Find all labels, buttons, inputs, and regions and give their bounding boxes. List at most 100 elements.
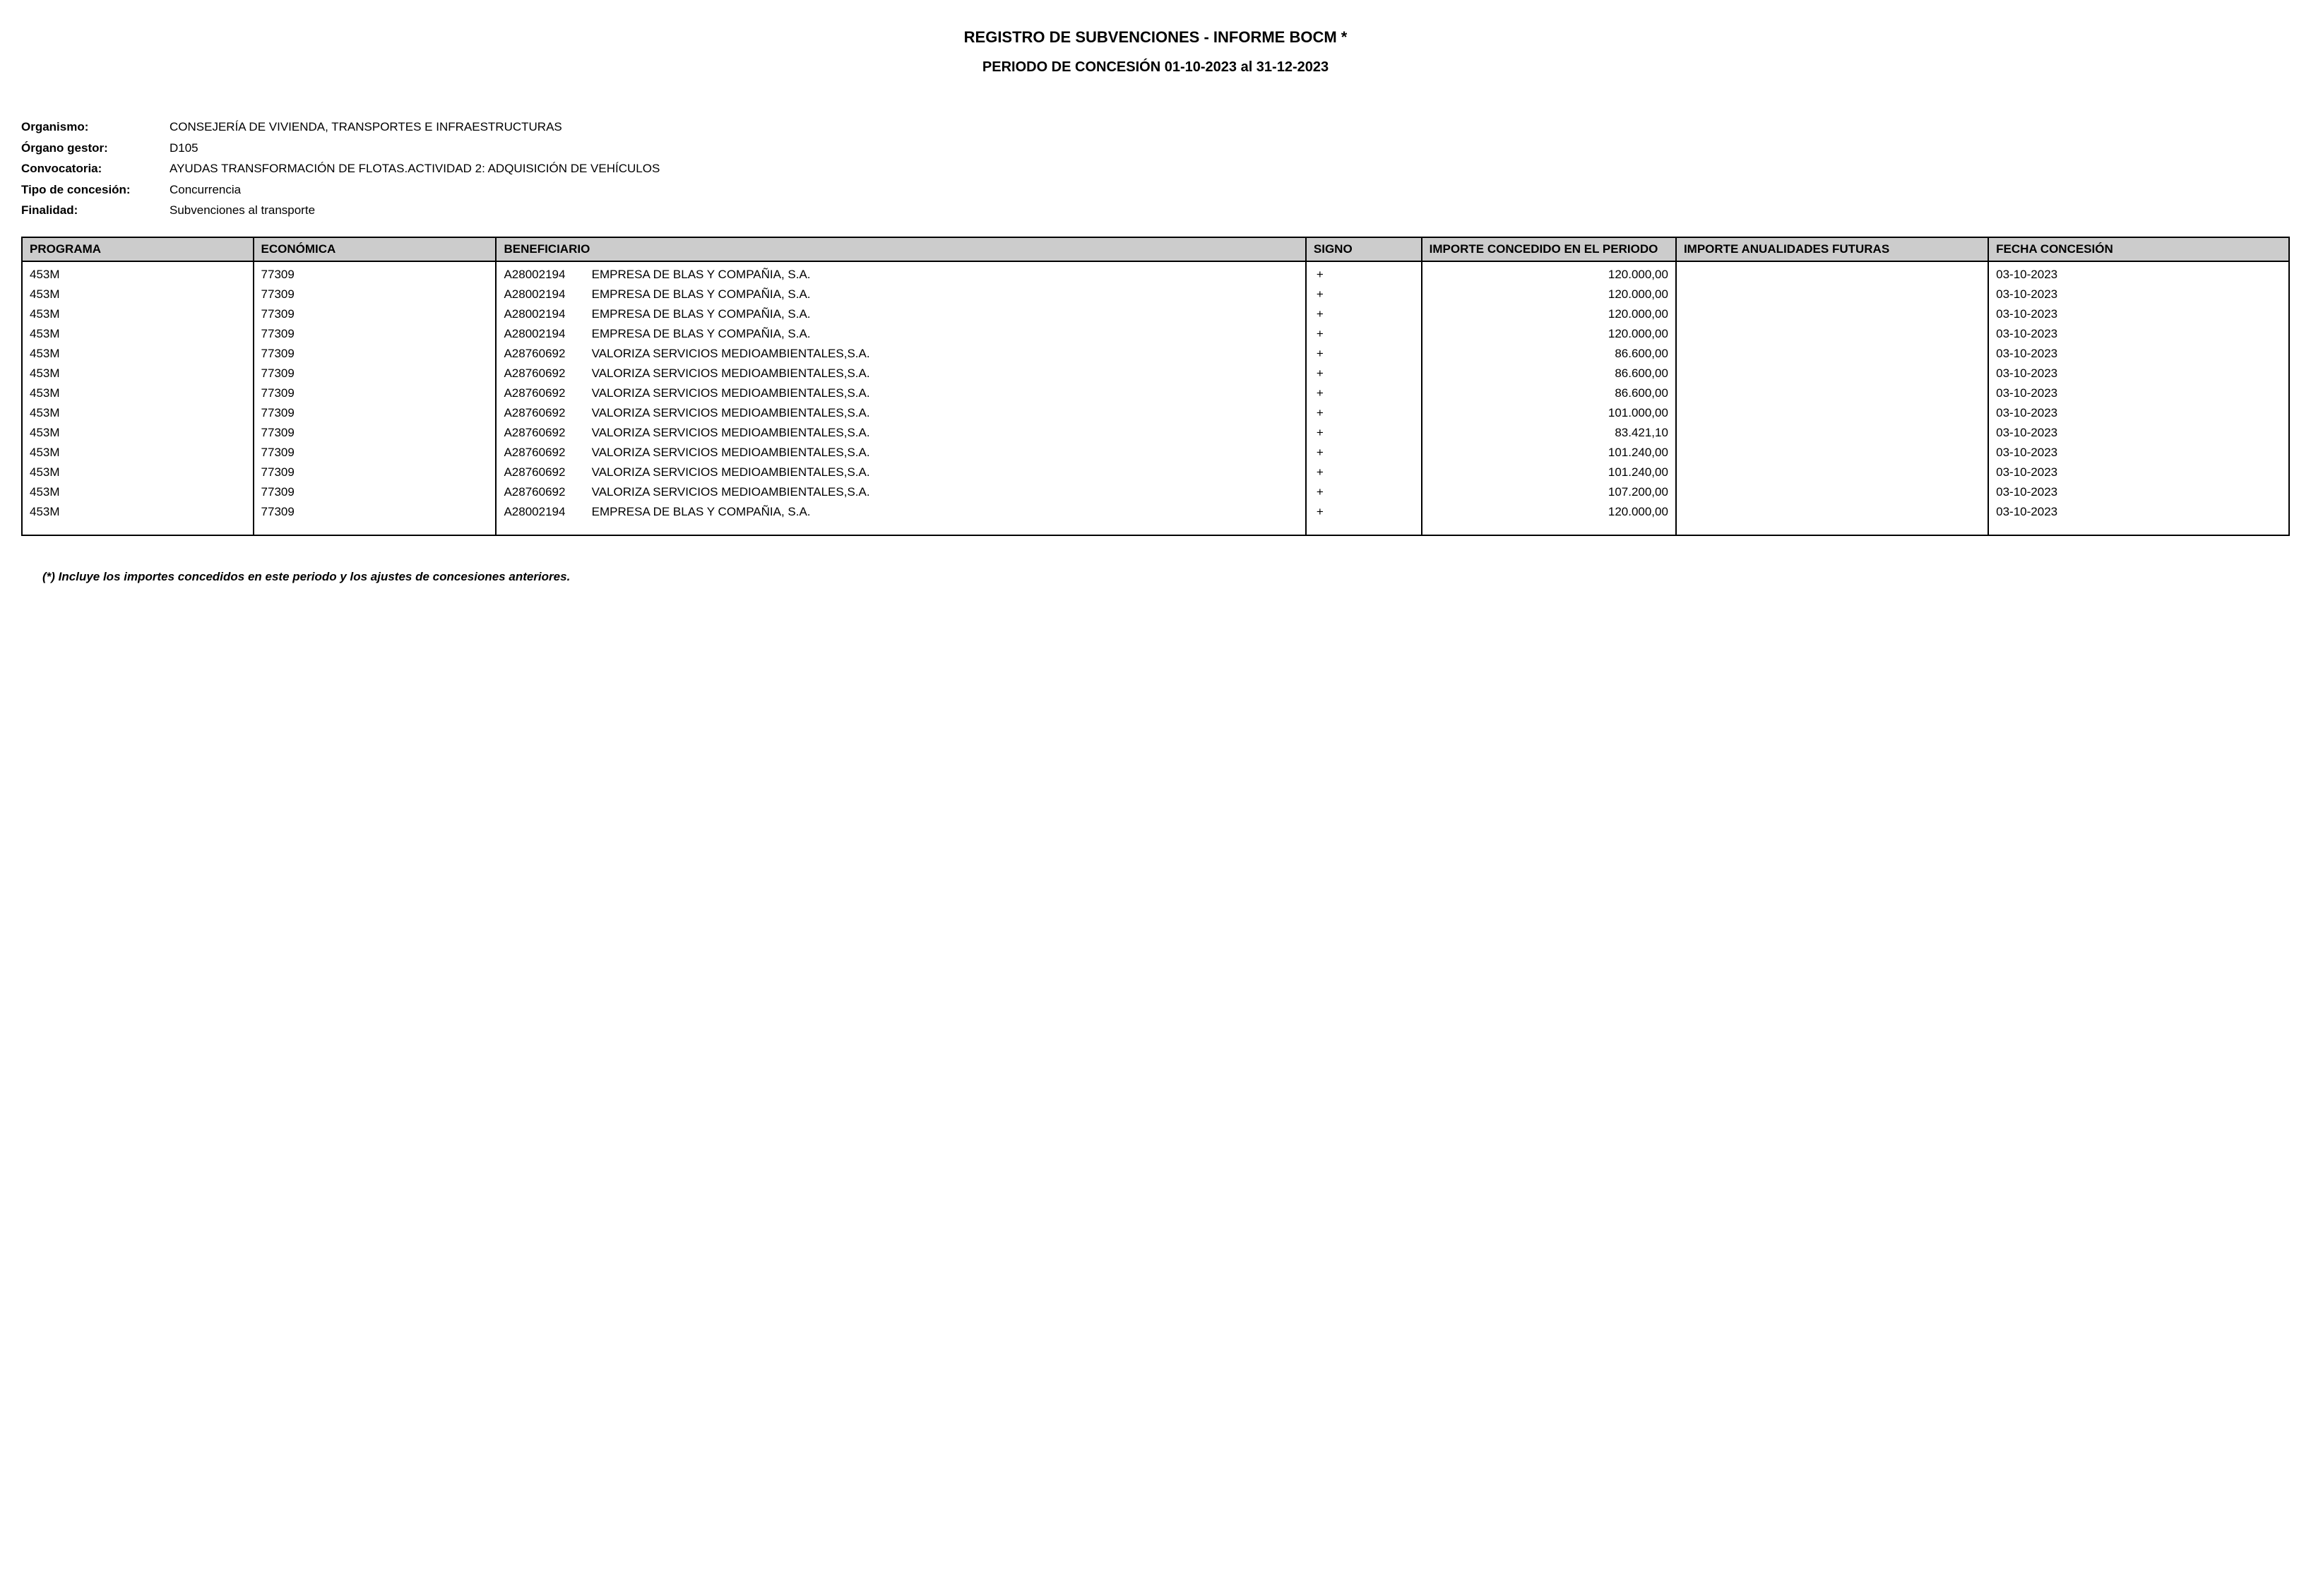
beneficiary-code: A28760692 <box>504 465 581 480</box>
beneficiary-name: EMPRESA DE BLAS Y COMPAÑIA, S.A. <box>588 307 811 321</box>
table-row: 453M77309A28002194 EMPRESA DE BLAS Y COM… <box>22 261 2289 285</box>
beneficiary-code: A28002194 <box>504 268 581 282</box>
cell-importe-periodo: 120.000,00 <box>1422 285 1676 304</box>
beneficiary-name: VALORIZA SERVICIOS MEDIOAMBIENTALES,S.A. <box>588 367 870 380</box>
cell-economica: 77309 <box>254 364 497 383</box>
cell-importe-futuras <box>1676 443 1988 463</box>
cell-signo: + <box>1306 383 1422 403</box>
beneficiary-name: VALORIZA SERVICIOS MEDIOAMBIENTALES,S.A. <box>588 347 870 360</box>
cell-beneficiario: A28002194 EMPRESA DE BLAS Y COMPAÑIA, S.… <box>496 304 1305 324</box>
col-beneficiario: BENEFICIARIO <box>496 237 1305 261</box>
meta-label: Organismo: <box>21 118 170 136</box>
cell-beneficiario: A28760692 VALORIZA SERVICIOS MEDIOAMBIEN… <box>496 443 1305 463</box>
table-header-row: PROGRAMA ECONÓMICA BENEFICIARIO SIGNO IM… <box>22 237 2289 261</box>
table-row: 453M77309A28760692 VALORIZA SERVICIOS ME… <box>22 443 2289 463</box>
cell-signo: + <box>1306 304 1422 324</box>
cell-economica: 77309 <box>254 482 497 502</box>
cell-economica: 77309 <box>254 502 497 535</box>
beneficiary-name: VALORIZA SERVICIOS MEDIOAMBIENTALES,S.A. <box>588 485 870 499</box>
cell-fecha: 03-10-2023 <box>1988 304 2289 324</box>
meta-block: Organismo:CONSEJERÍA DE VIVIENDA, TRANSP… <box>21 118 2290 220</box>
cell-beneficiario: A28002194 EMPRESA DE BLAS Y COMPAÑIA, S.… <box>496 261 1305 285</box>
cell-importe-futuras <box>1676 261 1988 285</box>
cell-importe-futuras <box>1676 383 1988 403</box>
cell-programa: 453M <box>22 482 254 502</box>
cell-importe-periodo: 101.240,00 <box>1422 463 1676 482</box>
cell-importe-periodo: 86.600,00 <box>1422 364 1676 383</box>
meta-label: Finalidad: <box>21 201 170 220</box>
grants-table: PROGRAMA ECONÓMICA BENEFICIARIO SIGNO IM… <box>21 237 2290 536</box>
cell-fecha: 03-10-2023 <box>1988 344 2289 364</box>
col-programa: PROGRAMA <box>22 237 254 261</box>
col-fecha-concesion: FECHA CONCESIÓN <box>1988 237 2289 261</box>
cell-beneficiario: A28760692 VALORIZA SERVICIOS MEDIOAMBIEN… <box>496 364 1305 383</box>
cell-importe-periodo: 101.000,00 <box>1422 403 1676 423</box>
cell-beneficiario: A28760692 VALORIZA SERVICIOS MEDIOAMBIEN… <box>496 482 1305 502</box>
cell-economica: 77309 <box>254 383 497 403</box>
table-row: 453M77309A28760692 VALORIZA SERVICIOS ME… <box>22 463 2289 482</box>
cell-signo: + <box>1306 364 1422 383</box>
cell-beneficiario: A28002194 EMPRESA DE BLAS Y COMPAÑIA, S.… <box>496 502 1305 535</box>
meta-row: Órgano gestor:D105 <box>21 139 2290 157</box>
beneficiary-name: VALORIZA SERVICIOS MEDIOAMBIENTALES,S.A. <box>588 426 870 439</box>
cell-economica: 77309 <box>254 324 497 344</box>
meta-label: Órgano gestor: <box>21 139 170 157</box>
cell-programa: 453M <box>22 502 254 535</box>
cell-fecha: 03-10-2023 <box>1988 285 2289 304</box>
cell-signo: + <box>1306 324 1422 344</box>
cell-economica: 77309 <box>254 285 497 304</box>
col-importe-periodo: IMPORTE CONCEDIDO EN EL PERIODO <box>1422 237 1676 261</box>
beneficiary-code: A28002194 <box>504 287 581 302</box>
cell-programa: 453M <box>22 285 254 304</box>
cell-programa: 453M <box>22 383 254 403</box>
cell-economica: 77309 <box>254 443 497 463</box>
cell-programa: 453M <box>22 364 254 383</box>
beneficiary-code: A28760692 <box>504 446 581 460</box>
beneficiary-code: A28002194 <box>504 505 581 519</box>
cell-importe-futuras <box>1676 502 1988 535</box>
cell-importe-futuras <box>1676 463 1988 482</box>
cell-beneficiario: A28002194 EMPRESA DE BLAS Y COMPAÑIA, S.… <box>496 285 1305 304</box>
meta-value: AYUDAS TRANSFORMACIÓN DE FLOTAS.ACTIVIDA… <box>170 160 2290 178</box>
cell-importe-periodo: 120.000,00 <box>1422 261 1676 285</box>
table-row: 453M77309A28760692 VALORIZA SERVICIOS ME… <box>22 403 2289 423</box>
cell-fecha: 03-10-2023 <box>1988 364 2289 383</box>
meta-value: CONSEJERÍA DE VIVIENDA, TRANSPORTES E IN… <box>170 118 2290 136</box>
cell-programa: 453M <box>22 403 254 423</box>
cell-signo: + <box>1306 443 1422 463</box>
table-row: 453M77309A28760692 VALORIZA SERVICIOS ME… <box>22 344 2289 364</box>
beneficiary-code: A28760692 <box>504 426 581 440</box>
cell-programa: 453M <box>22 443 254 463</box>
cell-beneficiario: A28760692 VALORIZA SERVICIOS MEDIOAMBIEN… <box>496 403 1305 423</box>
beneficiary-code: A28760692 <box>504 386 581 400</box>
cell-importe-futuras <box>1676 364 1988 383</box>
col-importe-futuras: IMPORTE ANUALIDADES FUTURAS <box>1676 237 1988 261</box>
cell-fecha: 03-10-2023 <box>1988 403 2289 423</box>
table-row: 453M77309A28002194 EMPRESA DE BLAS Y COM… <box>22 285 2289 304</box>
cell-importe-periodo: 120.000,00 <box>1422 324 1676 344</box>
beneficiary-code: A28760692 <box>504 367 581 381</box>
beneficiary-code: A28760692 <box>504 406 581 420</box>
cell-signo: + <box>1306 423 1422 443</box>
meta-value: D105 <box>170 139 2290 157</box>
cell-economica: 77309 <box>254 304 497 324</box>
cell-importe-futuras <box>1676 324 1988 344</box>
beneficiary-name: EMPRESA DE BLAS Y COMPAÑIA, S.A. <box>588 327 811 340</box>
cell-importe-periodo: 107.200,00 <box>1422 482 1676 502</box>
cell-importe-futuras <box>1676 482 1988 502</box>
meta-row: Organismo:CONSEJERÍA DE VIVIENDA, TRANSP… <box>21 118 2290 136</box>
table-row: 453M77309A28760692 VALORIZA SERVICIOS ME… <box>22 482 2289 502</box>
report-subtitle: PERIODO DE CONCESIÓN 01-10-2023 al 31-12… <box>21 59 2290 76</box>
cell-signo: + <box>1306 344 1422 364</box>
beneficiary-name: VALORIZA SERVICIOS MEDIOAMBIENTALES,S.A. <box>588 446 870 459</box>
cell-economica: 77309 <box>254 423 497 443</box>
beneficiary-name: EMPRESA DE BLAS Y COMPAÑIA, S.A. <box>588 505 811 518</box>
cell-fecha: 03-10-2023 <box>1988 502 2289 535</box>
beneficiary-name: VALORIZA SERVICIOS MEDIOAMBIENTALES,S.A. <box>588 386 870 400</box>
meta-row: Convocatoria:AYUDAS TRANSFORMACIÓN DE FL… <box>21 160 2290 178</box>
cell-programa: 453M <box>22 261 254 285</box>
cell-fecha: 03-10-2023 <box>1988 463 2289 482</box>
cell-economica: 77309 <box>254 403 497 423</box>
cell-beneficiario: A28760692 VALORIZA SERVICIOS MEDIOAMBIEN… <box>496 423 1305 443</box>
cell-beneficiario: A28760692 VALORIZA SERVICIOS MEDIOAMBIEN… <box>496 463 1305 482</box>
